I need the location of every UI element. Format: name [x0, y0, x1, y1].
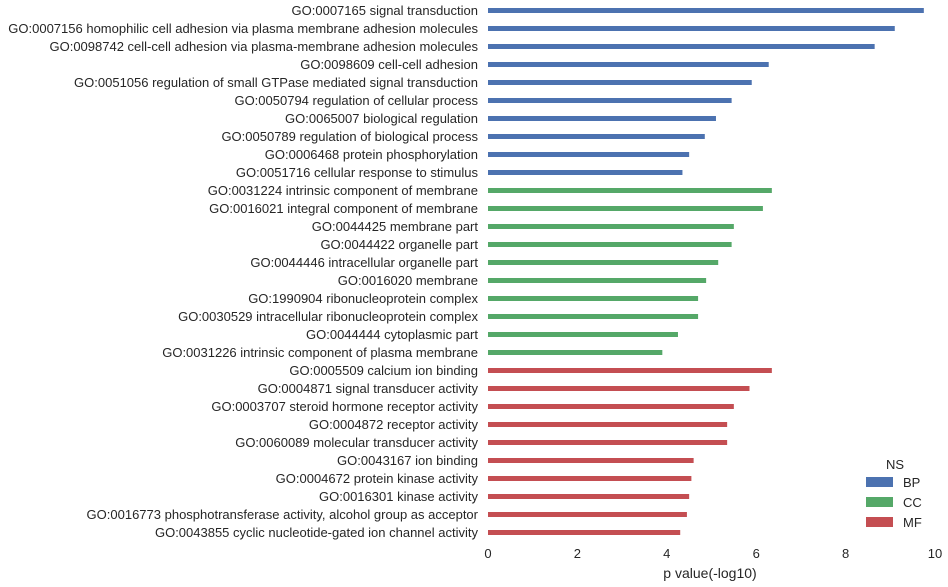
category-label: GO:0006468 protein phosphorylation [265, 147, 478, 162]
bar-cc-6 [488, 296, 699, 301]
bar-mf-8 [488, 512, 687, 517]
bar-layer [488, 8, 924, 535]
bar-bp-3 [488, 62, 769, 67]
category-label: GO:0044446 intracellular organelle part [250, 255, 478, 270]
bar-cc-2 [488, 224, 734, 229]
bar-mf-5 [488, 458, 694, 463]
category-label: GO:0004672 protein kinase activity [276, 471, 479, 486]
category-label: GO:0043855 cyclic nucleotide-gated ion c… [155, 525, 479, 540]
legend-title: NS [886, 457, 904, 472]
bar-bp-6 [488, 116, 716, 121]
bar-bp-8 [488, 152, 690, 157]
bar-bp-1 [488, 26, 895, 31]
category-label: GO:0004872 receptor activity [309, 417, 479, 432]
category-label: GO:0065007 biological regulation [285, 111, 478, 126]
bar-mf-4 [488, 440, 728, 445]
category-label: GO:0005509 calcium ion binding [289, 363, 478, 378]
legend-swatch-cc [866, 497, 893, 507]
category-label: GO:0050789 regulation of biological proc… [221, 129, 478, 144]
category-label: GO:0043167 ion binding [337, 453, 478, 468]
bar-bp-7 [488, 134, 705, 139]
category-label: GO:0098609 cell-cell adhesion [300, 57, 478, 72]
category-label: GO:0030529 intracellular ribonucleoprote… [178, 309, 478, 324]
category-label: GO:0060089 molecular transducer activity [235, 435, 478, 450]
category-label: GO:0050794 regulation of cellular proces… [234, 93, 478, 108]
bar-bp-2 [488, 44, 875, 49]
bar-mf-1 [488, 386, 750, 391]
category-label: GO:0098742 cell-cell adhesion via plasma… [49, 39, 478, 54]
category-label: GO:0003707 steroid hormone receptor acti… [211, 399, 478, 414]
bar-cc-4 [488, 260, 719, 265]
bar-mf-3 [488, 422, 728, 427]
x-tick-label: 10 [928, 546, 942, 561]
bar-bp-9 [488, 170, 683, 175]
bar-bp-0 [488, 8, 924, 13]
x-tick-layer: 0 2 4 6 8 10 [484, 546, 942, 561]
legend-items: BP CC MF [866, 475, 922, 530]
category-label: GO:0007156 homophilic cell adhesion via … [8, 21, 478, 36]
legend-swatch-bp [866, 477, 893, 487]
bar-cc-7 [488, 314, 699, 319]
legend-label-mf: MF [903, 515, 922, 530]
category-label: GO:0044422 organelle part [320, 237, 478, 252]
legend-swatch-mf [866, 517, 893, 527]
legend-label-cc: CC [903, 495, 922, 510]
x-tick-label: 4 [663, 546, 670, 561]
x-axis-title: p value(-log10) [663, 565, 756, 581]
category-label: GO:0016301 kinase activity [319, 489, 478, 504]
x-tick-label: 2 [574, 546, 581, 561]
category-label: GO:0004871 signal transducer activity [258, 381, 479, 396]
x-tick-label: 8 [842, 546, 849, 561]
category-label-layer: GO:0007165 signal transduction GO:0007156… [8, 3, 478, 540]
bar-cc-9 [488, 350, 663, 355]
bar-cc-0 [488, 188, 772, 193]
category-label: GO:0044425 membrane part [312, 219, 479, 234]
bar-mf-2 [488, 404, 734, 409]
category-label: GO:0051716 cellular response to stimulus [236, 165, 479, 180]
bar-bp-5 [488, 98, 732, 103]
bar-mf-7 [488, 494, 690, 499]
bar-mf-9 [488, 530, 681, 535]
x-tick-label: 6 [753, 546, 760, 561]
bar-mf-0 [488, 368, 772, 373]
bar-cc-8 [488, 332, 678, 337]
category-label: GO:0007165 signal transduction [292, 3, 478, 18]
category-label: GO:1990904 ribonucleoprotein complex [248, 291, 478, 306]
legend-label-bp: BP [903, 475, 920, 490]
bar-cc-1 [488, 206, 763, 211]
category-label: GO:0051056 regulation of small GTPase me… [74, 75, 478, 90]
category-label: GO:0031226 intrinsic component of plasma… [162, 345, 478, 360]
bar-bp-4 [488, 80, 752, 85]
bar-cc-3 [488, 242, 732, 247]
bar-mf-6 [488, 476, 692, 481]
category-label: GO:0016020 membrane [338, 273, 478, 288]
category-label: GO:0016021 integral component of membran… [209, 201, 478, 216]
category-label: GO:0031224 intrinsic component of membra… [208, 183, 478, 198]
category-label: GO:0044444 cytoplasmic part [306, 327, 478, 342]
bar-cc-5 [488, 278, 707, 283]
legend: NS BP CC MF [866, 457, 922, 530]
category-label: GO:0016773 phosphotransferase activity, … [87, 507, 479, 522]
x-tick-label: 0 [484, 546, 491, 561]
